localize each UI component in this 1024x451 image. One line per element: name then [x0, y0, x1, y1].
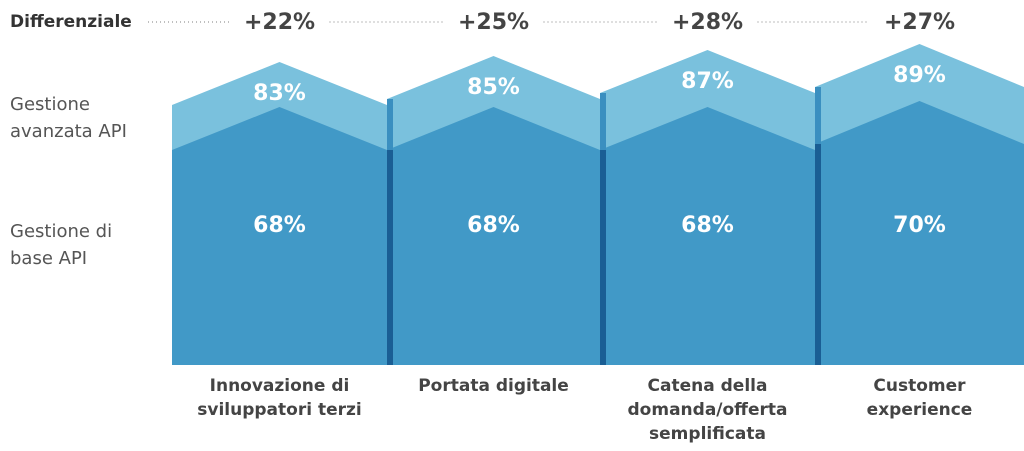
value-label: 85% [467, 75, 520, 100]
differential-value: +22% [244, 10, 315, 35]
differential-value: +25% [458, 10, 529, 35]
value-label: 68% [253, 213, 306, 238]
value-label: 83% [253, 81, 306, 106]
legend-label: Gestione avanzata API [10, 94, 127, 142]
separator [600, 93, 606, 150]
differential-label: Differenziale [10, 12, 132, 32]
legend-label: Gestione di base API [10, 221, 113, 269]
differential-value: +27% [884, 10, 955, 35]
category-label: Innovazione di sviluppatori terzi [197, 376, 362, 420]
value-label: 87% [681, 69, 734, 94]
category-label: Customer experience [866, 376, 973, 420]
value-label: 68% [681, 213, 734, 238]
separator [815, 144, 821, 365]
value-label: 89% [893, 63, 946, 88]
pennant-segment [387, 107, 600, 365]
pennant-segment [172, 107, 387, 365]
separator [387, 150, 393, 365]
value-label: 68% [467, 213, 520, 238]
category-label: Portata digitale [418, 376, 569, 396]
value-label: 70% [893, 213, 946, 238]
pennant-segment [815, 101, 1024, 365]
differential-value: +28% [672, 10, 743, 35]
pennant-segment [600, 107, 815, 365]
separator [815, 87, 821, 144]
separator [387, 99, 393, 150]
separator [600, 150, 606, 365]
category-label: Catena della domanda/offerta semplificat… [627, 376, 788, 444]
